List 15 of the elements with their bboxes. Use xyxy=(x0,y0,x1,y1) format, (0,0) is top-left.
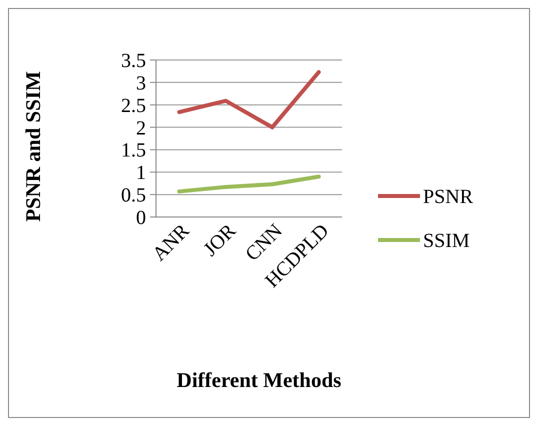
y-tick-label: 2 xyxy=(136,117,146,140)
y-tick-label: 1.5 xyxy=(121,140,146,162)
legend-label: PSNR xyxy=(423,186,474,208)
y-tick-label: 0.5 xyxy=(121,184,146,207)
y-tick-label: 1 xyxy=(136,162,146,184)
y-tick-label: 2.5 xyxy=(121,94,146,117)
x-tick-label: JOR xyxy=(200,219,241,261)
y-tick-label: 3 xyxy=(136,72,146,94)
y-tick-label: 0 xyxy=(136,207,146,229)
legend-label: SSIM xyxy=(423,230,470,252)
line-series xyxy=(177,70,321,130)
line-series xyxy=(177,174,321,194)
y-axis-title: PSNR and SSIM xyxy=(21,71,45,222)
y-tick-label: 3.5 xyxy=(121,50,146,72)
x-axis-title: Different Methods xyxy=(176,368,342,392)
